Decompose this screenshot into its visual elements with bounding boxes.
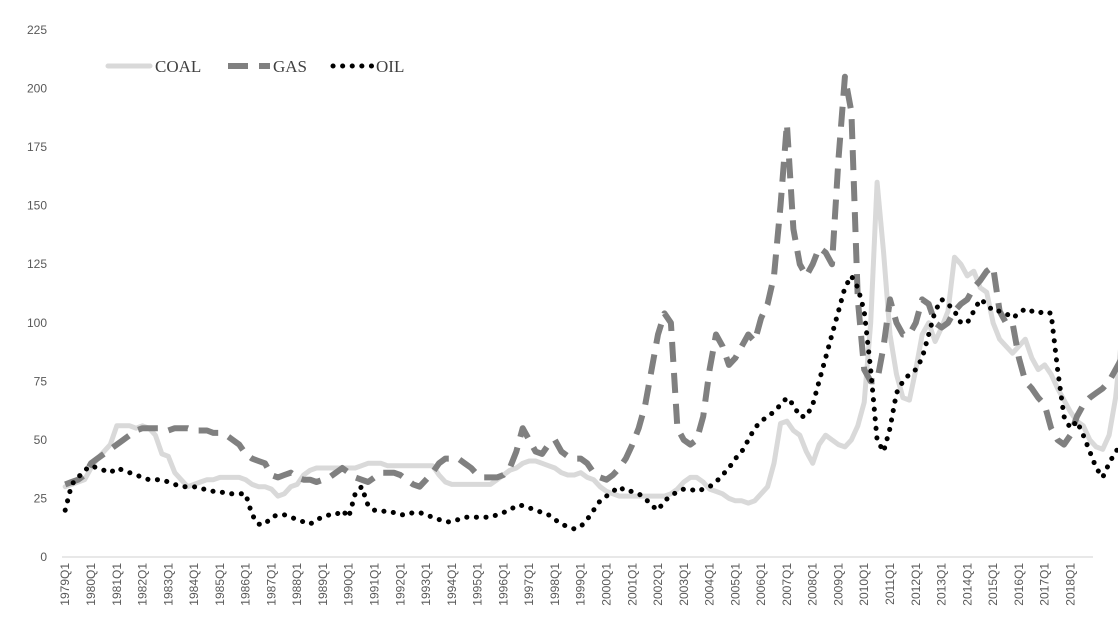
y-tick-label: 75 — [34, 374, 48, 388]
x-tick-label: 2013Q1 — [935, 563, 949, 606]
x-tick-label: 2018Q1 — [1063, 563, 1077, 606]
x-tick-label: 1997Q1 — [522, 563, 536, 606]
legend-label-coal: COAL — [155, 57, 201, 76]
x-tick-label: 2000Q1 — [600, 563, 614, 606]
x-tick-label: 1992Q1 — [393, 563, 407, 606]
x-tick-label: 1998Q1 — [548, 563, 562, 606]
x-tick-label: 2008Q1 — [806, 563, 820, 606]
x-tick-label: 2010Q1 — [857, 563, 871, 606]
series-line-gas — [64, 73, 1118, 490]
x-tick-label: 1989Q1 — [316, 563, 330, 606]
y-tick-label: 150 — [27, 199, 47, 213]
series-lines — [62, 73, 1118, 532]
x-tick-label: 1982Q1 — [136, 563, 150, 606]
x-tick-label: 2001Q1 — [625, 563, 639, 606]
x-tick-label: 1988Q1 — [290, 563, 304, 606]
x-tick-label: 1980Q1 — [84, 563, 98, 606]
x-tick-label: 1991Q1 — [368, 563, 382, 606]
x-tick-label: 2004Q1 — [703, 563, 717, 606]
x-tick-label: 2014Q1 — [960, 563, 974, 606]
x-tick-label: 1994Q1 — [445, 563, 459, 606]
x-tick-label: 1995Q1 — [471, 563, 485, 606]
x-tick-label: 1979Q1 — [58, 563, 72, 606]
x-tick-label: 1985Q1 — [213, 563, 227, 606]
x-tick-label: 2009Q1 — [832, 563, 846, 606]
x-tick-label: 2002Q1 — [651, 563, 665, 606]
x-tick-label: 1983Q1 — [161, 563, 175, 606]
legend: COAL GAS OIL — [105, 57, 404, 76]
x-tick-label: 2003Q1 — [677, 563, 691, 606]
legend-label-gas: GAS — [273, 57, 307, 76]
y-tick-label: 225 — [27, 23, 47, 37]
x-tick-label: 1999Q1 — [574, 563, 588, 606]
y-tick-label: 0 — [40, 550, 47, 564]
y-tick-label: 200 — [27, 82, 47, 96]
y-tick-label: 125 — [27, 257, 47, 271]
x-tick-label: 1984Q1 — [187, 563, 201, 606]
x-tick-label: 1993Q1 — [419, 563, 433, 606]
x-tick-label: 2005Q1 — [728, 563, 742, 606]
x-tick-label: 2006Q1 — [754, 563, 768, 606]
x-tick-label: 2016Q1 — [1012, 563, 1026, 606]
legend-label-oil: OIL — [376, 57, 404, 76]
x-tick-label: 2012Q1 — [909, 563, 923, 606]
x-tick-label: 1996Q1 — [496, 563, 510, 606]
x-tick-label: 1981Q1 — [110, 563, 124, 606]
x-tick-label: 1987Q1 — [264, 563, 278, 606]
x-tick-label: 1990Q1 — [342, 563, 356, 606]
x-tick-label: 2015Q1 — [986, 563, 1000, 606]
y-tick-label: 100 — [27, 316, 47, 330]
x-tick-label: 2011Q1 — [883, 563, 897, 605]
y-tick-label: 25 — [34, 491, 48, 505]
series-line-coal — [62, 179, 1118, 506]
x-tick-label: 2017Q1 — [1038, 563, 1052, 606]
y-axis-tick-labels: 0 25 50 75 100 125 150 175 200 225 — [27, 23, 47, 564]
x-tick-label: 2007Q1 — [780, 563, 794, 606]
x-axis-tick-labels: 1979Q1 1980Q1 1981Q1 1982Q1 1983Q1 1984Q1 1985… — [58, 563, 1077, 606]
y-tick-label: 50 — [34, 433, 48, 447]
series-line-oil — [62, 273, 1118, 532]
y-tick-label: 175 — [27, 140, 47, 154]
x-tick-label: 1986Q1 — [239, 563, 253, 606]
